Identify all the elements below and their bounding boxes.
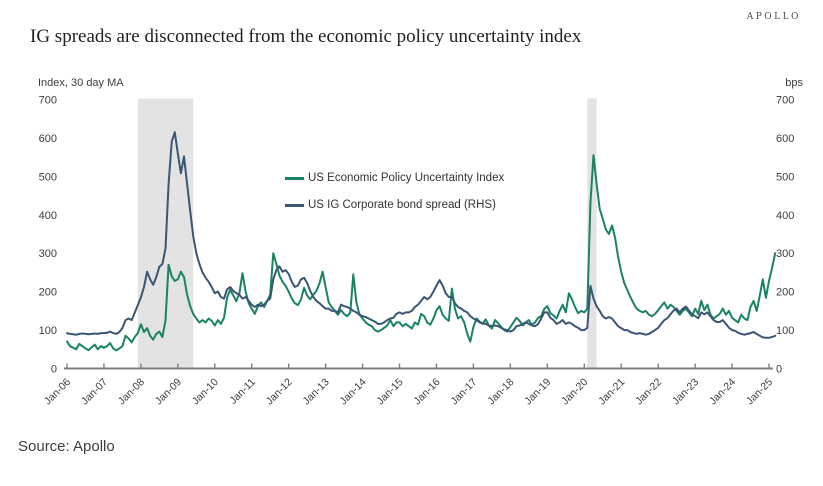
- left-axis-tick-label: 400: [39, 210, 57, 222]
- apollo-logo: APOLLO: [746, 12, 801, 22]
- x-axis-tick-label: Jan-23: [670, 376, 701, 407]
- x-axis-tick-label: Jan-07: [79, 376, 110, 407]
- right-axis-unit-label: bps: [785, 77, 803, 89]
- x-axis-tick-label: Jan-11: [227, 376, 258, 407]
- epu-index-line: [66, 154, 777, 352]
- x-axis-tick-label: Jan-18: [485, 376, 516, 407]
- left-axis-tick-label: 700: [39, 95, 57, 107]
- x-axis-tick-label: Jan-08: [116, 376, 147, 407]
- x-axis-tick-label: Jan-19: [522, 376, 553, 407]
- x-axis-tick-label: Jan-06: [42, 376, 73, 407]
- chart-title: IG spreads are disconnected from the eco…: [30, 26, 582, 47]
- right-axis-tick-label: 500: [776, 171, 794, 183]
- chart-legend: US Economic Policy Uncertainty Index US …: [285, 170, 504, 224]
- x-axis-tick-label: Jan-14: [338, 376, 369, 407]
- source-note: Source: Apollo: [18, 438, 115, 455]
- right-axis-tick-label: 400: [776, 210, 794, 222]
- left-axis-tick-label: 600: [39, 133, 57, 145]
- left-axis-tick-label: 100: [39, 325, 57, 337]
- left-axis-tick-label: 0: [51, 364, 57, 376]
- legend-ig-spread-line-swatch: [285, 203, 304, 207]
- x-axis-tick-label: Jan-09: [153, 376, 184, 407]
- legend-epu-line-swatch: [285, 176, 304, 180]
- recession-band: [587, 98, 597, 369]
- x-axis-tick-label: Jan-17: [448, 376, 479, 407]
- right-axis-tick-label: 600: [776, 133, 794, 145]
- legend-item-epu: US Economic Policy Uncertainty Index: [285, 170, 504, 186]
- x-axis-tick-label: Jan-13: [301, 376, 332, 407]
- x-axis-tick-label: Jan-12: [264, 376, 295, 407]
- x-axis-tick-label: Jan-25: [744, 376, 775, 407]
- x-axis-tick-label: Jan-20: [559, 376, 590, 407]
- x-axis-tick-label: Jan-10: [190, 376, 221, 407]
- right-axis-tick-label: 200: [776, 287, 794, 299]
- left-axis-tick-label: 200: [39, 287, 57, 299]
- x-axis-tick-label: Jan-24: [707, 376, 738, 407]
- legend-ig-spread-label: US IG Corporate bond spread (RHS): [308, 199, 496, 211]
- legend-epu-label: US Economic Policy Uncertainty Index: [308, 172, 505, 184]
- right-axis-tick-label: 100: [776, 325, 794, 337]
- x-axis-tick-label: Jan-15: [374, 376, 405, 407]
- left-axis-tick-label: 300: [39, 248, 57, 260]
- right-axis-tick-label: 700: [776, 95, 794, 107]
- x-axis-tick-label: Jan-22: [633, 376, 664, 407]
- right-axis-tick-label: 300: [776, 248, 794, 260]
- left-axis-tick-label: 500: [39, 171, 57, 183]
- left-axis-unit-label: Index, 30 day MA: [38, 77, 124, 89]
- legend-item-ig-spread: US IG Corporate bond spread (RHS): [285, 197, 504, 213]
- ig-spread-line: [66, 131, 777, 339]
- x-axis-tick-label: Jan-16: [411, 376, 442, 407]
- x-axis-tick-label: Jan-21: [596, 376, 627, 407]
- right-axis-tick-label: 0: [776, 364, 782, 376]
